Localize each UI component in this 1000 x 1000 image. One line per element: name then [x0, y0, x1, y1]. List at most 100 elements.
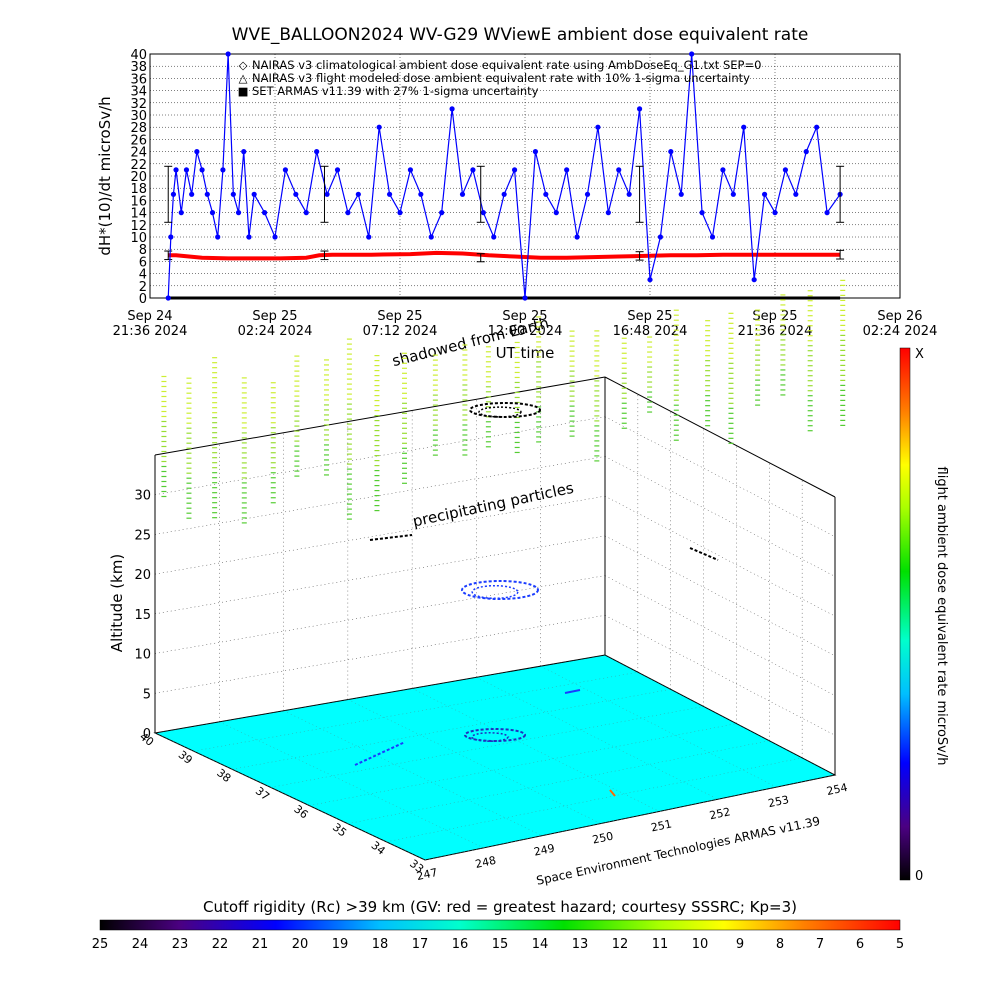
longitude-tick-labels: 247 248 249 250 251 252 253 254: [415, 781, 848, 883]
armas-point: [741, 124, 747, 130]
flight-track-markers: [354, 402, 719, 797]
longitude-tick: 248: [474, 854, 497, 871]
y-tick-label: 34: [130, 85, 147, 100]
armas-point: [449, 106, 455, 112]
armas-point: [751, 277, 757, 283]
latitude-tick: 37: [253, 784, 272, 803]
armas-point: [522, 295, 528, 301]
armas-point: [324, 191, 330, 197]
y-tick-label: 30: [130, 109, 147, 124]
wall-gridlines: [154, 377, 836, 776]
y-tick-label: 36: [130, 72, 147, 87]
flight-track-segment: [689, 547, 719, 561]
armas-point: [636, 106, 643, 112]
armas-point: [334, 167, 341, 173]
armas-point: [220, 167, 226, 173]
armas-point: [605, 210, 611, 216]
altitude-tick: 0: [143, 727, 151, 742]
cutoff-bar-label: Cutoff rigidity (Rc) >39 km (GV: red = g…: [203, 898, 797, 916]
cutoff-tick: 12: [612, 937, 629, 952]
cutoff-tick-labels: 25 24 23 22 21 20 19 18 17 16 15 14 13 12 11 10 9 8 7 6 5: [92, 937, 904, 952]
armas-point: [407, 167, 414, 173]
right-wall-alt-line: [604, 535, 836, 657]
y-tick-label: 6: [139, 255, 147, 270]
ground-lon-line: [154, 732, 426, 861]
armas-point: [772, 210, 778, 216]
armas-point: [793, 191, 799, 197]
armas-point: [824, 210, 830, 216]
armas-point: [616, 167, 622, 173]
armas-point: [194, 149, 200, 155]
armas-point: [230, 191, 236, 197]
y-tick-label: 24: [130, 146, 147, 161]
armas-point: [511, 167, 518, 173]
armas-point: [782, 167, 789, 173]
x-tick-time: 16:48 2024: [613, 324, 688, 339]
armas-point: [397, 210, 403, 216]
altitude-tick-labels: 0 5 10 15 20 25 30: [134, 489, 151, 742]
armas-point: [553, 210, 559, 216]
right-wall-alt-line: [604, 416, 836, 537]
armas-point: [170, 191, 177, 197]
longitude-tick: 249: [533, 842, 556, 859]
legend-symbol: ◇: [239, 58, 248, 72]
armas-point: [761, 191, 768, 197]
right-wall-alt-line: [604, 654, 836, 776]
longitude-tick: 254: [825, 781, 848, 798]
back-wall-alt-line: [154, 615, 606, 694]
armas-point: [199, 167, 205, 173]
armas-point: [168, 234, 174, 240]
legend-symbol: ■: [238, 84, 249, 98]
latitude-tick: 34: [369, 839, 388, 858]
cutoff-tick: 24: [132, 937, 149, 952]
legend-entry: NAIRAS v3 flight modeled dose ambient eq…: [252, 71, 750, 85]
armas-point: [204, 191, 210, 197]
latitude-tick: 38: [214, 766, 233, 785]
series-line-1: [168, 250, 841, 261]
armas-point: [543, 191, 549, 197]
cutoff-tick: 10: [692, 937, 709, 952]
armas-point: [699, 210, 705, 216]
dose-dash-columns: [161, 279, 846, 524]
armas-point: [314, 149, 320, 155]
back-wall-alt-line: [154, 654, 606, 734]
armas-point: [303, 210, 309, 216]
ground-lat-line: [309, 723, 737, 806]
cutoff-tick: 22: [212, 937, 229, 952]
x-tick-time: 02:24 2024: [238, 324, 313, 339]
armas-point: [428, 234, 434, 240]
armas-point: [241, 149, 247, 155]
cutoff-tick: 19: [332, 937, 349, 952]
flight-track-segment: [354, 741, 406, 766]
cutoff-tick: 11: [652, 937, 669, 952]
armas-point: [366, 234, 372, 240]
flight-track-ring: [469, 402, 541, 418]
armas-point: [803, 149, 809, 155]
armas-point: [386, 191, 393, 197]
x-tick-date: Sep 25: [252, 309, 297, 324]
armas-point: [439, 210, 445, 216]
armas-point: [178, 210, 184, 216]
armas-point: [225, 51, 231, 57]
armas-point: [235, 210, 242, 216]
armas-point: [730, 191, 736, 197]
armas-point: [564, 167, 570, 173]
cutoff-tick: 16: [452, 937, 469, 952]
armas-point: [418, 191, 424, 197]
altitude-tick: 25: [134, 528, 151, 543]
armas-point: [215, 234, 221, 240]
armas-point: [814, 124, 820, 130]
cutoff-tick: 8: [776, 937, 784, 952]
armas-point: [491, 234, 497, 240]
cutoff-tick: 6: [856, 937, 864, 952]
y-tick-label: 18: [130, 182, 147, 197]
back-wall-alt-line: [154, 495, 606, 575]
cutoff-tick: 7: [816, 937, 824, 952]
precipitation-annotation: precipitating particles: [411, 479, 575, 531]
cutoff-tick: 14: [532, 937, 549, 952]
flight-track-ring: [461, 580, 539, 600]
cutoff-tick: 23: [172, 937, 189, 952]
flight-track-segment: [369, 534, 413, 541]
